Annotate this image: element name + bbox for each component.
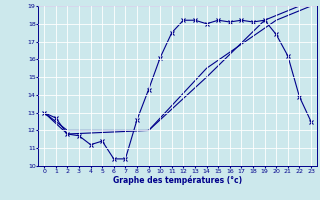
X-axis label: Graphe des températures (°c): Graphe des températures (°c): [113, 175, 242, 185]
